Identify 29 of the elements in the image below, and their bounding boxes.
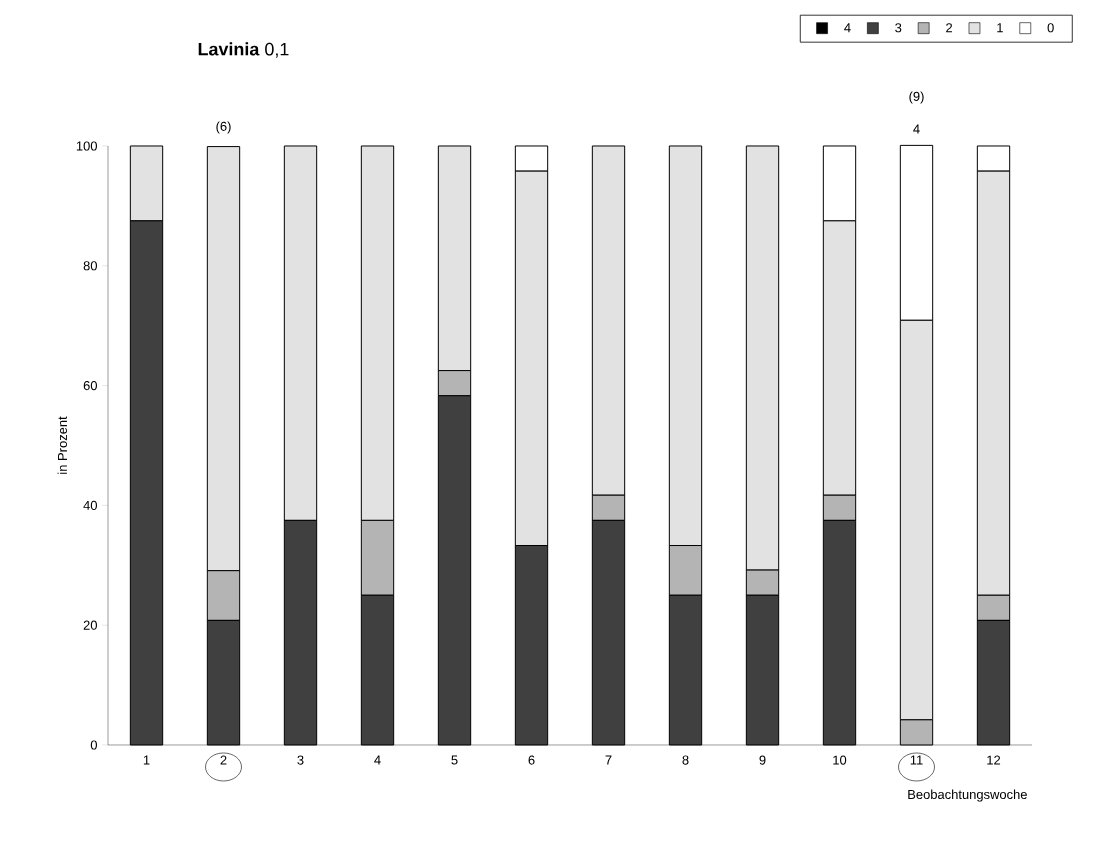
- x-tick-label: 6: [528, 755, 535, 765]
- y-tick-label: 20: [83, 620, 97, 630]
- x-axis-title: Beobachtungswoche: [908, 789, 1027, 802]
- chart-title: Lavinia 0,1: [198, 42, 289, 58]
- legend-label: 3: [895, 23, 902, 33]
- x-tick-label: 4: [374, 755, 381, 765]
- y-tick-label: 100: [76, 141, 97, 151]
- y-tick-label: 0: [90, 740, 97, 750]
- annotation: 4: [913, 124, 920, 134]
- y-tick-label: 40: [83, 500, 97, 510]
- x-tick-label: 5: [451, 755, 458, 765]
- y-axis-title: in Prozent: [57, 416, 68, 474]
- x-tick-label: 10: [833, 755, 847, 765]
- x-tick-label: 8: [682, 755, 689, 765]
- y-tick-label: 60: [83, 380, 97, 391]
- legend-label: 4: [844, 23, 851, 33]
- legend-label: 2: [946, 23, 953, 33]
- x-tick-label: 9: [759, 755, 766, 765]
- x-tick-label: 2: [220, 755, 227, 765]
- legend-label: 0: [1047, 23, 1054, 33]
- y-tick-label: 80: [83, 261, 97, 271]
- x-tick-label: 12: [987, 755, 1001, 765]
- x-tick-label: 7: [605, 755, 612, 765]
- x-tick-label: 3: [297, 755, 304, 765]
- text: (9): [909, 91, 924, 104]
- x-tick-label: 11: [910, 755, 923, 765]
- legend-label: 1: [997, 23, 1003, 33]
- x-tick-label: 1: [143, 755, 150, 765]
- annotation: (6): [216, 121, 231, 134]
